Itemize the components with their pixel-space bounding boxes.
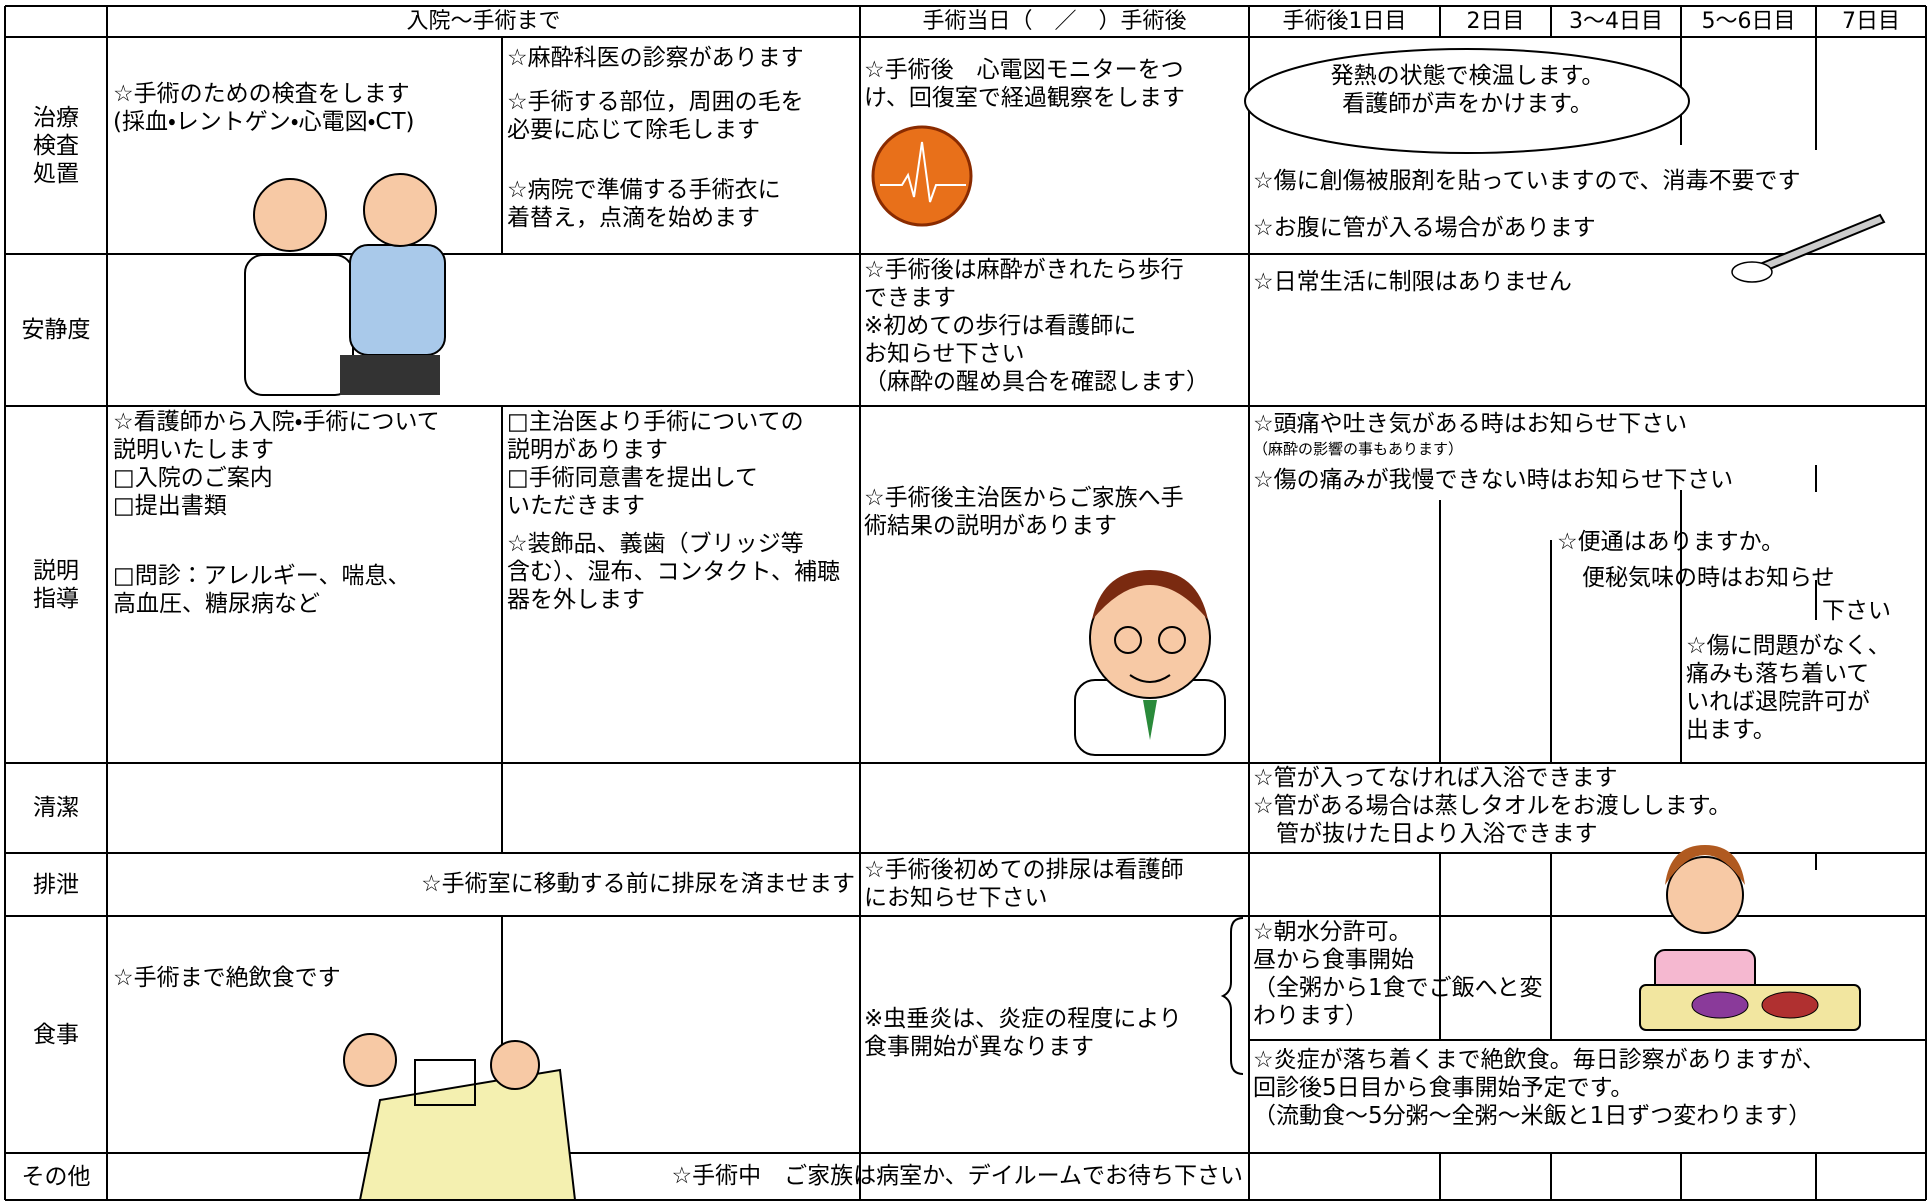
- cell-text: 下さい: [1822, 598, 1891, 624]
- cell-text: ☆手術中 ご家族は病室か、デイルームでお待ち下さい: [671, 1163, 1243, 1189]
- cell-text: ☆手術後は麻酔がきれたら歩行 できます ※初めての歩行は看護師に お知らせ下さい…: [864, 257, 1209, 395]
- cell-text: ☆頭痛や吐き気がある時はお知らせ下さい: [1253, 411, 1688, 437]
- cell-note: （麻酔の影響の事もあります）: [1253, 440, 1464, 458]
- cell-text: ☆装飾品、義歯（ブリッジ等 含む）、湿布、コンタクト、補聴 器を外します: [507, 531, 841, 613]
- row-label: 安静度: [21, 317, 91, 343]
- row-label: 治療 検査 処置: [33, 104, 79, 187]
- meal-icon: [1639, 845, 1861, 1031]
- cell-text: ☆管が入ってなければ入浴できます ☆管がある場合は蒸しタオルをお渡しします。 管…: [1253, 765, 1732, 847]
- cell-text: ☆便通はありますか。: [1557, 529, 1785, 555]
- cell-text: ☆傷の痛みが我慢できない時はお知らせ下さい: [1253, 467, 1734, 493]
- cell-text: ☆手術する部位，周囲の毛を 必要に応じて除毛します: [507, 89, 804, 143]
- cell-text: □主治医より手術についての 説明があります □手術同意書を提出して いただきます: [507, 409, 804, 519]
- cell-text: ☆傷に問題がなく、 痛みも落ち着いて いれば退院許可が 出ます。: [1686, 633, 1891, 743]
- cell-text: ☆傷に創傷被服剤を貼っていますので、消毒不要です: [1253, 168, 1801, 194]
- cell-text: □問診：アレルギー、喘息、 高血圧、糖尿病など: [113, 563, 411, 617]
- cell-text: ☆日常生活に制限はありません: [1253, 269, 1572, 295]
- cell-text: ☆麻酔科医の診察があります: [507, 45, 804, 71]
- callout-text: 発熱の状態で検温します。 看護師が声をかけます。: [1330, 63, 1605, 117]
- bed-icon: [343, 1033, 577, 1201]
- cell-text: ☆朝水分許可。 昼から食事開始 （全粥から1食でご飯へと変 わります）: [1253, 919, 1543, 1029]
- cell-text: ☆手術後主治医からご家族へ手 術結果の説明があります: [864, 485, 1184, 539]
- cell-text: ☆お腹に管が入る場合があります: [1253, 215, 1596, 241]
- cell-text: ☆炎症が落ち着くまで絶飲食。毎日診察がありますが、 回診後5日目から食事開始予定…: [1253, 1047, 1826, 1129]
- row-label: 清潔: [33, 795, 79, 821]
- ecg-icon: [871, 125, 973, 227]
- header-cell: 手術当日（ ／ ）手術後: [922, 9, 1187, 34]
- cell-text: ☆病院で準備する手術衣に 着替え，点滴を始めます: [507, 177, 781, 231]
- cell-text: ☆看護師から入院・手術について 説明いたします □入院のご案内 □提出書類: [113, 409, 440, 519]
- callout-ellipse: [1244, 48, 1690, 154]
- header-cell: 3～4日目: [1569, 9, 1663, 34]
- header-cell: 2日目: [1466, 9, 1525, 34]
- cell-text: ☆手術後初めての排尿は看護師 にお知らせ下さい: [864, 857, 1184, 911]
- cell-text: ※虫垂炎は、炎症の程度により 食事開始が異なります: [864, 1006, 1182, 1060]
- header-cell: 7日目: [1842, 9, 1900, 34]
- header-cell: 手術後1日目: [1282, 9, 1407, 34]
- nurse-patient-icon: [244, 173, 446, 396]
- header-cell: 5～6日目: [1701, 9, 1796, 34]
- row-label: 食事: [33, 1021, 79, 1048]
- cell-text: ☆手術室に移動する前に排尿を済ませます: [421, 871, 855, 897]
- row-label: 排泄: [33, 871, 79, 898]
- row-label: 説明 指導: [33, 557, 79, 612]
- cell-text: ☆手術後 心電図モニターをつ け、回復室で経過観察をします: [864, 57, 1185, 111]
- cell-text: 便秘気味の時はお知らせ: [1582, 565, 1835, 591]
- header-cell: 入院～手術まで: [406, 9, 561, 34]
- row-label: その他: [21, 1163, 91, 1190]
- doctor-icon: [1074, 570, 1226, 756]
- brace: [1220, 917, 1244, 1075]
- cell-text: ☆手術のための検査をします (採血・レントゲン・心電図・CT): [113, 81, 415, 135]
- cell-text: ☆手術まで絶飲食です: [113, 965, 341, 991]
- tweezers-icon: [1731, 213, 1886, 283]
